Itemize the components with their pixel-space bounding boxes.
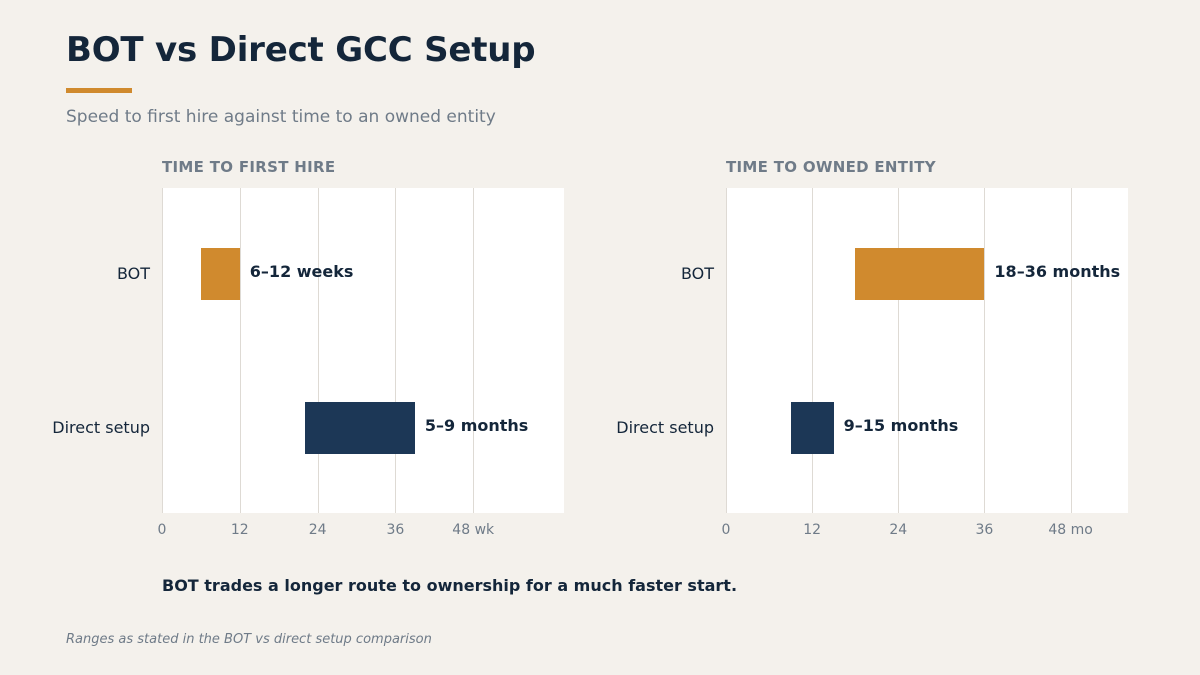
data-label: 6–12 weeks bbox=[249, 262, 354, 281]
chart-title: TIME TO FIRST HIRE bbox=[162, 158, 336, 176]
gridline bbox=[162, 188, 163, 513]
x-tick-label: 36 bbox=[975, 522, 994, 538]
plot-area bbox=[726, 188, 1128, 513]
data-label: 5–9 months bbox=[424, 416, 529, 435]
gridline bbox=[317, 188, 319, 513]
title-accent-rule bbox=[66, 88, 132, 93]
chart-time-to-owned-entity: TIME TO OWNED ENTITY 0 12 24 36 48 mo BOT Direc… bbox=[616, 158, 1128, 538]
chart-time-to-first-hire: TIME TO FIRST HIRE 0 12 24 36 48 wk BOT Direct … bbox=[52, 158, 564, 538]
chart-takeaway: BOT trades a longer route to ownership f… bbox=[162, 576, 738, 595]
category-label: Direct setup bbox=[52, 418, 150, 437]
x-tick-label: 24 bbox=[889, 522, 908, 538]
range-bar bbox=[200, 248, 240, 300]
x-tick-label: 12 bbox=[230, 522, 249, 538]
gridline bbox=[898, 188, 900, 513]
gridline bbox=[1070, 188, 1072, 513]
x-tick-label: 36 bbox=[386, 522, 405, 538]
x-tick-label: 0 bbox=[157, 522, 167, 538]
range-bar bbox=[304, 402, 415, 454]
gridline bbox=[473, 188, 475, 513]
page-subtitle: Speed to first hire against time to an o… bbox=[66, 107, 496, 127]
source-note: Ranges as stated in the BOT vs direct se… bbox=[66, 632, 432, 647]
category-label: Direct setup bbox=[616, 418, 714, 437]
x-tick-label: 0 bbox=[721, 522, 731, 538]
gridline bbox=[984, 188, 986, 513]
gridline bbox=[726, 188, 727, 513]
plot-area bbox=[162, 188, 564, 513]
gridline bbox=[239, 188, 241, 513]
gridline bbox=[395, 188, 397, 513]
gridline bbox=[812, 188, 814, 513]
category-label: BOT bbox=[680, 264, 714, 283]
x-tick-label: 48 wk bbox=[452, 522, 495, 538]
chart-title: TIME TO OWNED ENTITY bbox=[726, 158, 936, 176]
range-bar bbox=[790, 402, 834, 454]
x-tick-label: 24 bbox=[308, 522, 327, 538]
x-tick-label: 12 bbox=[803, 522, 822, 538]
data-label: 18–36 months bbox=[994, 262, 1121, 281]
category-label: BOT bbox=[116, 264, 150, 283]
data-label: 9–15 months bbox=[843, 416, 959, 435]
page-title: BOT vs Direct GCC Setup bbox=[66, 30, 536, 70]
x-tick-label: 48 mo bbox=[1048, 522, 1093, 538]
range-bar bbox=[855, 248, 985, 300]
